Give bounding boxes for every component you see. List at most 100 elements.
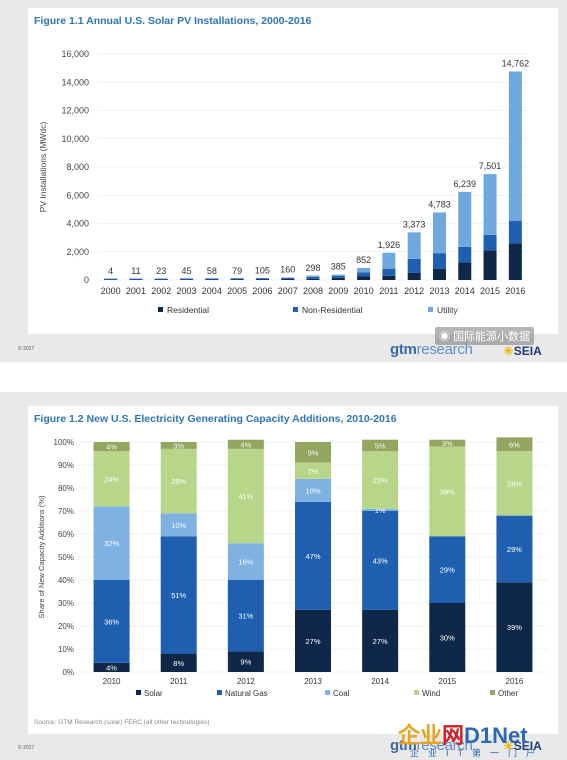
y-tick-label: 14,000 [61, 77, 89, 87]
total-label-2001: 11 [131, 266, 140, 276]
bar-residential-2014 [458, 262, 472, 280]
figure-2-chart: 0% 10% 20% 30% 40% 50% 60% 70% 80% 90% 100% Share o… [37, 437, 548, 698]
legend-swatch-coal [325, 690, 330, 695]
bar-utility-2010 [357, 267, 371, 273]
bar-coal-2010 [93, 506, 130, 580]
x-tick-label-2000: 2000 [101, 286, 121, 296]
data-label-wind-2013: 7% [308, 467, 319, 476]
x-tick-label-2009: 2009 [328, 286, 348, 296]
data-label-wind-2016: 28% [507, 479, 522, 488]
bar-solar-2012 [227, 651, 264, 672]
data-label-coal-2010: 32% [104, 539, 119, 548]
bar-residential-2011 [382, 275, 396, 280]
legend-label-natural-gas: Natural Gas [225, 689, 268, 698]
data-label-other-2016: 6% [509, 440, 520, 449]
data-label-solar-2016: 39% [507, 623, 522, 632]
d1net-brand-a: 企业 [398, 723, 443, 748]
total-label-2000: 4 [108, 266, 113, 276]
data-label-solar-2013: 27% [305, 637, 320, 646]
slide-figure-2: Figure 1.2 New U.S. Electricity Generati… [0, 392, 567, 760]
sun-icon-2: ☀ [503, 739, 514, 753]
x-tick-label-2008: 2008 [303, 286, 323, 296]
bar-other-2012 [227, 439, 264, 449]
data-label-coal-2012: 16% [238, 558, 253, 567]
total-label-2003: 45 [182, 266, 192, 276]
bar-residential-2013 [432, 268, 446, 280]
bar-residential-2006 [255, 278, 269, 280]
data-label-wind-2012: 41% [238, 492, 253, 501]
y-tick-label: 16,000 [61, 49, 89, 59]
data-label-wind-2011: 28% [171, 477, 186, 486]
bar-wind-2011 [160, 448, 197, 514]
data-label-solar-2014: 27% [373, 637, 388, 646]
bar-non-residential-2001 [129, 278, 143, 280]
bar-non-residential-2009 [331, 275, 345, 278]
y-tick-label: 90% [58, 461, 74, 470]
data-label-solar-2010: 4% [106, 663, 117, 672]
figure-1-chart: 0 2,000 4,000 6,000 8,000 10,000 12,000 14,000 1… [38, 49, 529, 315]
figure-2-source: Source: GTM Research (solar) FERC (all o… [34, 719, 210, 726]
legend-swatch-utility [428, 307, 433, 312]
x-tick-label-2012: 2012 [404, 286, 424, 296]
bar-other-2013 [295, 442, 331, 463]
bar-wind-2014 [362, 451, 399, 509]
data-label-other-2011: 3% [173, 441, 184, 450]
x-tick-label-2010: 2010 [103, 677, 121, 686]
bar-residential-2012 [407, 272, 421, 280]
bar-solar-2010 [93, 662, 130, 672]
y-axis-label: Share of New Capacity Additions (%) [37, 495, 46, 618]
y-tick-label: 60% [58, 530, 74, 539]
bar-utility-2008 [306, 275, 320, 277]
x-tick-label-2015: 2015 [438, 677, 456, 686]
x-tick-label-2007: 2007 [278, 286, 298, 296]
x-tick-label-2013: 2013 [429, 286, 449, 296]
y-tick-label: 4,000 [66, 219, 89, 229]
y-tick-label: 8,000 [66, 162, 89, 172]
x-tick-label-2004: 2004 [202, 286, 222, 296]
bar-non-residential-2015 [483, 234, 497, 251]
bar-natural-gas-2012 [227, 580, 264, 652]
figure-1-title: Figure 1.1 Annual U.S. Solar PV Installa… [34, 15, 312, 27]
data-label-other-2015: 3% [442, 439, 453, 448]
y-tick-label: 80% [58, 484, 74, 493]
x-tick-label-2003: 2003 [177, 286, 197, 296]
y-axis-label: PV Installations (MWdc) [38, 121, 48, 212]
gtm-research-logo: gtmresearch [390, 341, 473, 358]
bar-solar-2014 [362, 609, 399, 672]
data-label-natural-gas-2015: 29% [440, 566, 455, 575]
bar-non-residential-2008 [306, 276, 320, 279]
y-tick-label: 10% [58, 645, 74, 654]
bar-other-2014 [362, 439, 399, 452]
data-label-natural-gas-2013: 47% [305, 552, 320, 561]
bar-non-residential-2006 [255, 278, 269, 280]
total-label-2015: 7,501 [479, 161, 502, 171]
y-tick-label: 40% [58, 576, 74, 585]
bar-solar-2011 [160, 653, 197, 672]
x-tick-label-2013: 2013 [304, 677, 322, 686]
legend-label-non-residential: Non-Residential [302, 305, 363, 315]
x-tick-label-2014: 2014 [371, 677, 389, 686]
legend-label-coal: Coal [333, 689, 350, 698]
x-tick-label-2006: 2006 [252, 286, 272, 296]
bar-solar-2013 [295, 609, 331, 672]
bar-residential-2008 [306, 278, 320, 280]
figure-2-title: Figure 1.2 New U.S. Electricity Generati… [34, 413, 397, 425]
x-tick-label-2016: 2016 [505, 286, 525, 296]
total-label-2006: 105 [255, 266, 270, 276]
bar-other-2015 [429, 439, 466, 447]
d1net-brand-b: 网 [442, 723, 465, 748]
data-label-coal-2013: 10% [305, 486, 320, 495]
legend-swatch-wind [414, 690, 419, 695]
x-tick-label-2014: 2014 [455, 286, 475, 296]
total-label-2008: 298 [305, 263, 320, 273]
bar-coal-2013 [295, 478, 331, 502]
gtm-logo-bold: gtm [390, 341, 417, 358]
data-label-natural-gas-2010: 36% [104, 617, 119, 626]
bar-non-residential-2004 [205, 278, 219, 280]
figure-1-copyright: © 2017 [18, 346, 35, 352]
bar-natural-gas-2015 [429, 536, 466, 603]
bar-coal-2012 [227, 543, 264, 580]
figure-2-copyright: © 2017 [18, 745, 35, 751]
d1net-watermark-sub: 企业IT第一门户 [410, 748, 544, 758]
total-label-2004: 58 [207, 266, 217, 276]
